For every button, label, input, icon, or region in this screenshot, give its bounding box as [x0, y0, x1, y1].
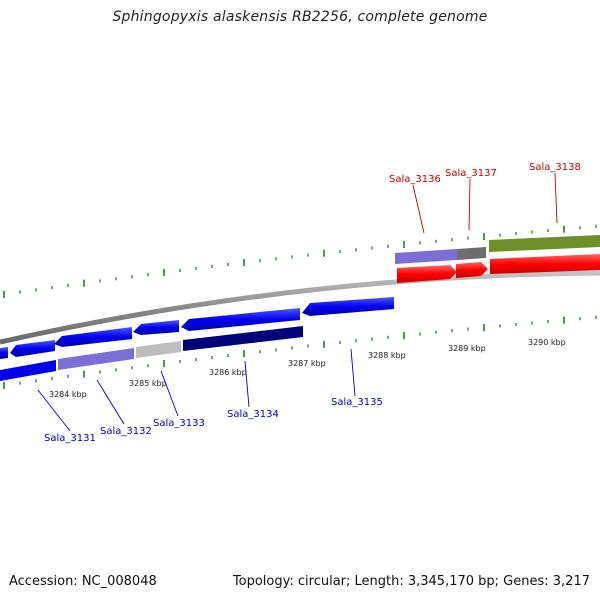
gene-arrow[interactable]	[10, 340, 55, 357]
scale-label: 3284 kbp	[49, 390, 87, 399]
scale-label: 3287 kbp	[288, 359, 326, 368]
genome-stats-text: Topology: circular; Length: 3,345,170 bp…	[232, 574, 590, 589]
gene-arrow[interactable]	[0, 347, 8, 359]
genome-backbone	[0, 270, 600, 345]
gene-label-sala-3137[interactable]: Sala_3137	[445, 168, 497, 179]
cog-band-minus	[0, 326, 303, 381]
scale-label: 3285 kbp	[129, 379, 167, 388]
gene-arrow[interactable]	[54, 327, 132, 347]
gene-label-sala-3136[interactable]: Sala_3136	[389, 174, 441, 185]
gene-arrow[interactable]	[490, 254, 600, 274]
plus-strand-genes	[397, 254, 600, 283]
gene-label-sala-3134[interactable]: Sala_3134	[227, 409, 279, 420]
gene-labels: Sala_3131 Sala_3132 Sala_3133 Sala_3134 …	[44, 162, 581, 444]
scale-ticks	[3, 224, 597, 389]
scale-labels: 3284 kbp 3285 kbp 3286 kbp 3287 kbp 3288…	[49, 338, 566, 399]
gene-label-sala-3135[interactable]: Sala_3135	[331, 397, 383, 408]
gene-label-sala-3131[interactable]: Sala_3131	[44, 433, 96, 444]
gene-arrow[interactable]	[181, 308, 300, 331]
map-title: Sphingopyxis alaskensis RB2256, complete…	[112, 9, 488, 25]
gene-arrow[interactable]	[456, 262, 488, 278]
cog-band-plus	[395, 235, 600, 264]
scale-label: 3289 kbp	[448, 344, 486, 353]
gene-label-sala-3133[interactable]: Sala_3133	[153, 418, 205, 429]
scale-label: 3288 kbp	[368, 351, 406, 360]
scale-label: 3286 kbp	[209, 368, 247, 377]
gene-label-sala-3132[interactable]: Sala_3132	[100, 426, 152, 437]
gene-arrow[interactable]	[133, 320, 179, 335]
scale-label: 3290 kbp	[528, 338, 566, 347]
minus-strand-genes	[0, 297, 394, 359]
gene-arrow[interactable]	[302, 297, 394, 316]
gene-label-sala-3138[interactable]: Sala_3138	[529, 162, 581, 173]
accession-text: Accession: NC_008048	[9, 574, 157, 589]
gene-arrow[interactable]	[397, 265, 457, 283]
label-leaders	[37, 172, 558, 432]
